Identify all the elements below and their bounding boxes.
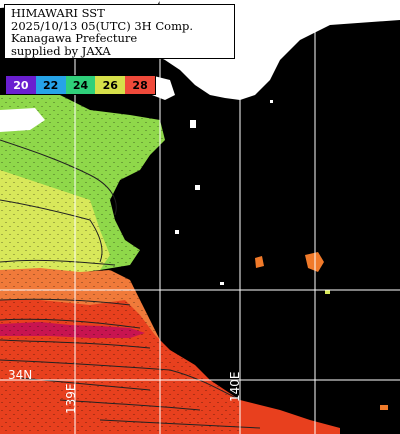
- legend-20: 20: [6, 76, 36, 94]
- sst-color-legend: 20 22 24 26 28: [5, 75, 156, 95]
- lon-label-140e: 140E: [228, 371, 242, 403]
- legend-24: 24: [65, 76, 96, 94]
- header-datetime: 2025/10/13 05(UTC) 3H Comp.: [11, 18, 194, 33]
- legend-22: 22: [35, 76, 66, 94]
- sst-texture: [0, 95, 240, 434]
- legend-28: 28: [125, 76, 155, 94]
- header-title: HIMAWARI SST: [11, 6, 105, 20]
- header-box: HIMAWARI SST 2025/10/13 05(UTC) 3H Comp.…: [4, 4, 235, 59]
- header-region: Kanagawa Prefecture: [11, 31, 138, 45]
- lat-label-34n: 34N: [8, 368, 33, 382]
- legend-26: 26: [95, 76, 126, 94]
- lon-label-139e: 139E: [64, 383, 78, 415]
- header-credit: supplied by JAXA: [11, 43, 111, 58]
